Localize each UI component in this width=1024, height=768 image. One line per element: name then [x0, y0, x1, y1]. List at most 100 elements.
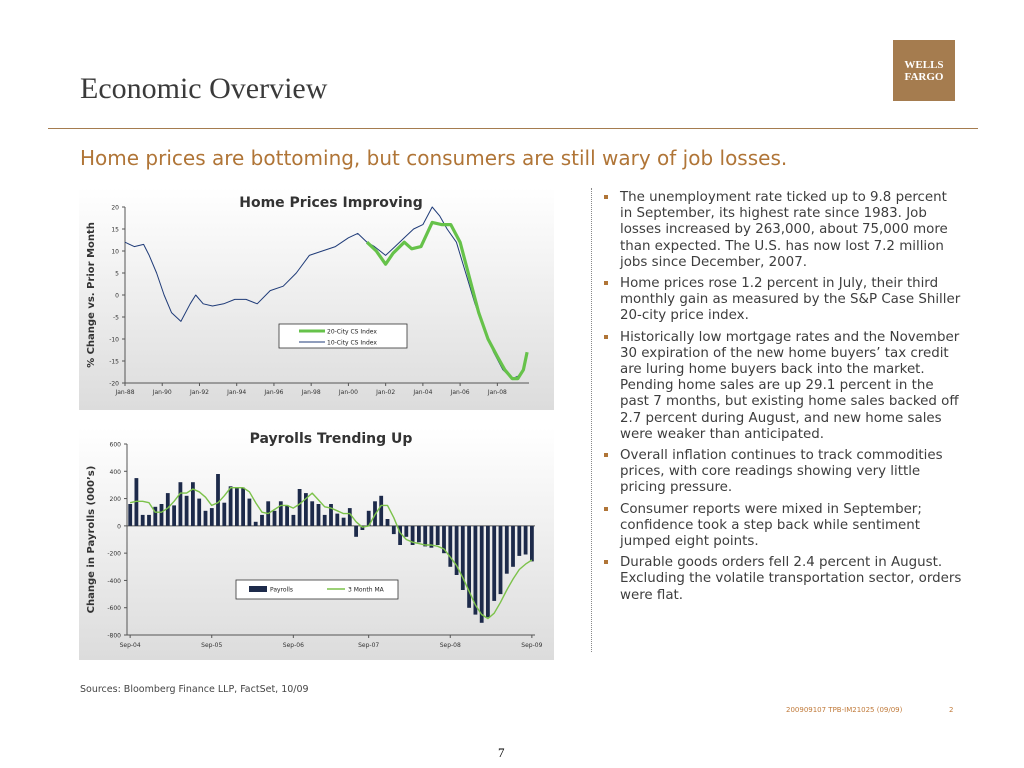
y-tick-label: -800 [107, 633, 121, 640]
payroll-bar [448, 525, 453, 567]
y-axis-label: Change in Payrolls (000’s) [86, 466, 97, 614]
y-tick-label: 20 [111, 205, 119, 212]
bullet-marker-icon [604, 334, 608, 339]
payroll-bar [159, 504, 164, 526]
y-tick-label: -10 [109, 337, 119, 344]
payroll-bar [523, 525, 528, 555]
payroll-bar [486, 525, 490, 618]
home-prices-chart-svg: Home Prices Improving % Change vs. Prior … [86, 195, 529, 396]
payroll-bar [184, 495, 189, 526]
footer-code: 200909107 TPB-IM21025 (09/09) [786, 706, 903, 714]
payroll-bar [423, 525, 428, 547]
payroll-bar [216, 474, 220, 526]
payroll-bar [228, 486, 233, 526]
payroll-bar [460, 525, 465, 590]
x-tick-label: Jan-90 [152, 389, 172, 396]
slide-subtitle: Home prices are bottoming, but consumers… [80, 146, 788, 170]
bullet-item: Consumer reports were mixed in September… [603, 502, 963, 551]
y-tick-label: -15 [109, 359, 119, 366]
bullet-text: Home prices rose 1.2 percent in July, th… [620, 276, 961, 324]
payroll-bar [222, 502, 227, 526]
x-tick-label: Sep-06 [283, 642, 304, 649]
y-tick-label: 0 [117, 523, 121, 530]
header-rule [48, 128, 978, 129]
y-tick-label: -600 [107, 605, 121, 612]
bullet-marker-icon [604, 560, 608, 565]
bullet-marker-icon [604, 453, 608, 458]
bullet-list: The unemployment rate ticked up to 9.8 p… [603, 190, 963, 609]
payroll-bar [260, 514, 264, 526]
bullet-marker-icon [604, 506, 608, 511]
wells-fargo-logo: WELLS FARGO [893, 40, 955, 101]
bullet-text: The unemployment rate ticked up to 9.8 p… [620, 190, 948, 270]
payroll-bar [140, 514, 145, 526]
y-tick-label: -400 [107, 578, 121, 585]
payroll-bar [304, 493, 308, 526]
payroll-bar [235, 487, 239, 526]
payrolls-chart: Payrolls Trending Up Change in Payrolls (… [79, 428, 554, 660]
payroll-bar [385, 519, 390, 526]
series-3-month-ma-line [129, 487, 533, 620]
payroll-bar [360, 525, 365, 530]
payroll-bar [272, 510, 277, 526]
x-tick-label: Jan-04 [412, 389, 432, 396]
payroll-bar [454, 525, 459, 575]
bullet-marker-icon [604, 281, 608, 286]
y-tick-label: 15 [111, 227, 119, 234]
x-tick-label: Jan-92 [189, 389, 209, 396]
bullet-item: Overall inflation continues to track com… [603, 448, 963, 497]
y-tick-label: 400 [110, 469, 122, 476]
logo-line-2: FARGO [904, 70, 944, 83]
payroll-bar [492, 525, 497, 601]
y-tick-label: 600 [110, 442, 122, 449]
payroll-bar [511, 525, 515, 567]
legend-box [278, 323, 408, 349]
payroll-bar [398, 525, 402, 545]
page-number: 7 [498, 745, 505, 760]
payroll-bar [165, 493, 170, 526]
payroll-bar [347, 508, 352, 526]
payroll-bar [391, 525, 396, 535]
x-tick-label: Jan-98 [301, 389, 321, 396]
payroll-bar [172, 505, 176, 526]
payroll-bar [147, 514, 151, 526]
payroll-bar [379, 495, 384, 526]
y-tick-label: 5 [115, 271, 119, 278]
y-tick-label: 10 [111, 249, 119, 256]
bullet-item: Home prices rose 1.2 percent in July, th… [603, 276, 963, 325]
legend-box [235, 579, 399, 600]
payroll-bar [197, 498, 202, 526]
payroll-bar [241, 487, 245, 526]
payroll-bar [247, 498, 252, 526]
legend-swatch-payrolls [249, 586, 267, 592]
bullet-item: Historically low mortgage rates and the … [603, 330, 963, 443]
bullet-text: Durable goods orders fell 2.4 percent in… [620, 555, 962, 603]
y-tick-label: 0 [115, 293, 119, 300]
bullet-marker-icon [604, 195, 608, 199]
payroll-bar [479, 525, 484, 623]
payroll-bar [435, 525, 440, 545]
payroll-bar [417, 525, 421, 543]
y-tick-label: -20 [109, 381, 119, 388]
payroll-bar [191, 482, 195, 526]
column-divider [591, 188, 592, 652]
payroll-bar [473, 525, 478, 615]
x-tick-label: Jan-88 [114, 389, 134, 396]
x-tick-label: Jan-02 [375, 389, 395, 396]
x-tick-label: Jan-08 [487, 389, 507, 396]
payroll-bar [316, 504, 321, 526]
payroll-bar [329, 504, 333, 526]
series-10-city-line [124, 206, 528, 380]
y-tick-label: -200 [107, 551, 121, 558]
legend-label-10-city: 10-City CS Index [327, 340, 377, 347]
x-tick-label: Jan-06 [450, 389, 470, 396]
payroll-bar [285, 505, 289, 526]
legend-label-20-city: 20-City CS Index [327, 329, 377, 336]
payroll-bar [153, 506, 158, 526]
payroll-bar [128, 504, 133, 526]
payrolls-chart-svg: Payrolls Trending Up Change in Payrolls (… [86, 431, 543, 649]
x-tick-label: Sep-05 [201, 642, 222, 649]
page-title: Economic Overview [80, 72, 328, 105]
payroll-bar [517, 525, 522, 556]
payroll-bar [253, 521, 258, 526]
